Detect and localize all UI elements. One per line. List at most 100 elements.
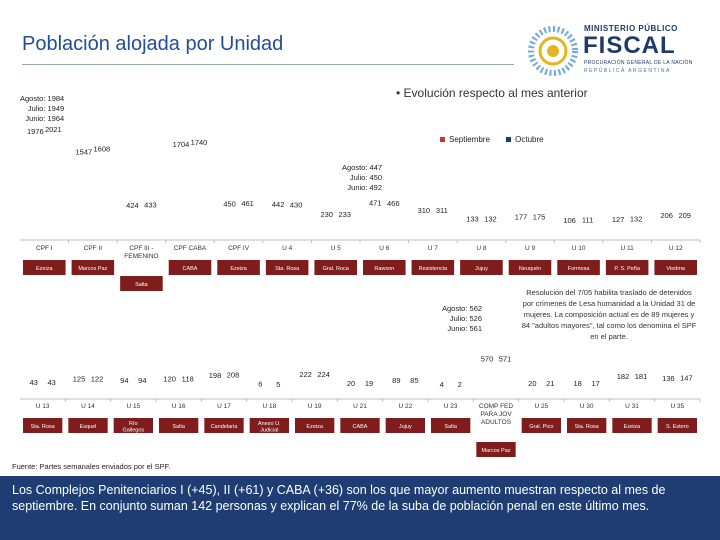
location-box-row2-13 bbox=[567, 418, 607, 433]
location-label-row1-5: Ezeiza bbox=[230, 266, 247, 272]
value-label-octubre-row1-3: 433 bbox=[144, 200, 157, 209]
logo-line-2: FISCAL bbox=[583, 32, 676, 59]
value-label-septiembre-row1-11: 177 bbox=[515, 213, 528, 222]
sun-emblem-icon bbox=[528, 26, 578, 76]
location-box-row1-4 bbox=[168, 260, 212, 275]
location-label-row2-15: S. Estero bbox=[666, 424, 689, 430]
chart-legend: Septiembre Octubre bbox=[440, 135, 558, 144]
chart-subtitle-text: Evolución respecto al mes anterior bbox=[403, 86, 588, 100]
location-box-row1-8 bbox=[363, 260, 406, 275]
location-label-row1-9: Resistencia bbox=[419, 266, 448, 272]
location-box-row1-13 bbox=[605, 260, 649, 275]
annotation-compfed-history: Agosto: 562 Julio: 526 Junio: 561 bbox=[442, 304, 483, 333]
location-label-row1-7: Gral. Roca bbox=[323, 266, 350, 272]
value-label-septiembre-row2-4: 120 bbox=[163, 375, 176, 384]
location-box-row2-15 bbox=[657, 418, 697, 433]
title-divider bbox=[22, 64, 514, 65]
location-label-row2-3-line2: Gallegos bbox=[122, 428, 144, 434]
value-label-octubre-row1-2: 1608 bbox=[94, 144, 111, 153]
legend-label-octubre: Octubre bbox=[515, 135, 544, 144]
location-label-row1-6: Sta. Rosa bbox=[275, 266, 300, 272]
value-label-septiembre-row2-8: 20 bbox=[347, 379, 355, 388]
location-label-row2-6: Anexo U. bbox=[258, 421, 281, 427]
value-label-septiembre-row1-14: 206 bbox=[660, 211, 673, 220]
value-label-septiembre-row1-1: 1976 bbox=[27, 127, 44, 136]
location-label-row2-13: Sta. Rosa bbox=[575, 424, 600, 430]
value-label-septiembre-row2-2: 125 bbox=[73, 374, 86, 383]
value-label-octubre-row2-6: 5 bbox=[276, 380, 280, 389]
location-label-row1-3: Salta bbox=[135, 282, 148, 288]
value-label-octubre-row1-7: 233 bbox=[338, 210, 351, 219]
category-label-row1-7: U 5 bbox=[331, 245, 342, 252]
location-box-row2-5 bbox=[204, 418, 244, 433]
location-box-row1-10 bbox=[460, 260, 503, 275]
location-label-row2-10: Salta bbox=[444, 424, 457, 430]
category-label-row2-3: U 15 bbox=[126, 403, 140, 410]
value-label-septiembre-row2-7: 222 bbox=[299, 370, 312, 379]
value-label-septiembre-row2-6: 6 bbox=[258, 380, 262, 389]
location-label-row2-3: Río bbox=[129, 421, 138, 427]
value-label-octubre-row1-12: 111 bbox=[582, 216, 593, 225]
location-label-row2-14: Ezeiza bbox=[624, 424, 641, 430]
location-label-row2-5: Candelaria bbox=[211, 424, 239, 430]
value-label-septiembre-row2-1: 43 bbox=[29, 378, 37, 387]
category-label-row1-11: U 9 bbox=[525, 245, 536, 252]
category-label-row1-2: CPF II bbox=[84, 245, 103, 252]
category-label-row2-6: U 18 bbox=[262, 403, 276, 410]
value-label-octubre-row2-1: 43 bbox=[47, 378, 55, 387]
location-label-row1-1: Ezeiza bbox=[36, 266, 53, 272]
category-label-row1-6: U 4 bbox=[282, 245, 293, 252]
value-label-octubre-row1-13: 132 bbox=[630, 215, 643, 224]
value-label-octubre-row2-11: 571 bbox=[499, 354, 512, 363]
value-label-septiembre-row2-3: 94 bbox=[120, 376, 128, 385]
annotation-cpf1-history: Agosto: 1984 Julio: 1949 Junio: 1964 bbox=[20, 94, 65, 123]
category-label-row1-12: U 10 bbox=[572, 245, 586, 252]
legend-label-septiembre: Septiembre bbox=[449, 135, 490, 144]
legend-item-septiembre: Septiembre bbox=[440, 135, 490, 144]
location-label-row1-10: Jujuy bbox=[475, 266, 488, 272]
value-label-septiembre-row1-8: 471 bbox=[369, 199, 382, 208]
category-label-row2-14: U 31 bbox=[625, 403, 639, 410]
value-label-septiembre-row2-5: 198 bbox=[209, 371, 222, 380]
source-note: Fuente: Partes semanales enviados por el… bbox=[12, 462, 171, 471]
value-label-octubre-row1-14: 209 bbox=[678, 211, 691, 220]
location-label-row2-4: Salta bbox=[172, 424, 185, 430]
value-label-octubre-row1-5: 461 bbox=[241, 199, 254, 208]
category-label-row2-2: U 14 bbox=[81, 403, 95, 410]
category-label-row1-3-line2: FEMENINO bbox=[124, 253, 158, 260]
fiscal-logo: MINISTERIO PÚBLICO FISCAL PROCURACIÓN GE… bbox=[528, 20, 698, 82]
value-label-octubre-row2-3: 94 bbox=[138, 376, 146, 385]
location-label-row1-2: Marcos Paz bbox=[78, 266, 107, 272]
location-label-row1-8: Rawson bbox=[374, 266, 394, 272]
value-label-septiembre-row1-4: 1704 bbox=[173, 140, 190, 149]
location-box-row1-12 bbox=[557, 260, 600, 275]
chart-subtitle: • Evolución respecto al mes anterior bbox=[396, 86, 588, 100]
value-label-octubre-row1-1: 2021 bbox=[45, 125, 62, 134]
location-label-row2-12: Gral. Pico bbox=[529, 424, 553, 430]
location-box-row1-14 bbox=[654, 260, 697, 275]
location-label-row2-1: Sta. Rosa bbox=[31, 424, 56, 430]
location-box-row1-3 bbox=[120, 276, 163, 291]
value-label-septiembre-row2-13: 18 bbox=[573, 379, 581, 388]
u31-resolution-note: Resolución del 7/05 habilita traslado de… bbox=[521, 288, 697, 341]
location-box-row2-10 bbox=[431, 418, 471, 433]
value-label-septiembre-row1-10: 133 bbox=[466, 215, 479, 224]
location-label-row1-4: CABA bbox=[183, 266, 198, 272]
location-label-row2-6-line2: Judicial bbox=[260, 428, 278, 434]
category-label-row1-10: U 8 bbox=[476, 245, 487, 252]
category-label-row2-15: U 35 bbox=[670, 403, 684, 410]
location-box-row2-3 bbox=[113, 418, 153, 433]
value-label-octubre-row2-8: 19 bbox=[365, 379, 373, 388]
location-label-row2-7: Ezeiza bbox=[306, 424, 323, 430]
category-label-row1-4: CPF CABA bbox=[174, 245, 207, 252]
location-box-row2-11 bbox=[476, 442, 516, 457]
logo-line-3: PROCURACIÓN GENERAL DE LA NACIÓN bbox=[584, 60, 693, 66]
footer-summary: Los Complejos Penitenciarios I (+45), II… bbox=[12, 483, 666, 513]
footer-banner: Los Complejos Penitenciarios I (+45), II… bbox=[0, 476, 720, 540]
category-label-row2-8: U 21 bbox=[353, 403, 367, 410]
location-box-row2-8 bbox=[340, 418, 380, 433]
category-label-row2-11-line3: ADULTOS bbox=[481, 419, 512, 426]
location-label-row2-2: Esquel bbox=[80, 424, 97, 430]
value-label-septiembre-row2-9: 89 bbox=[392, 376, 400, 385]
